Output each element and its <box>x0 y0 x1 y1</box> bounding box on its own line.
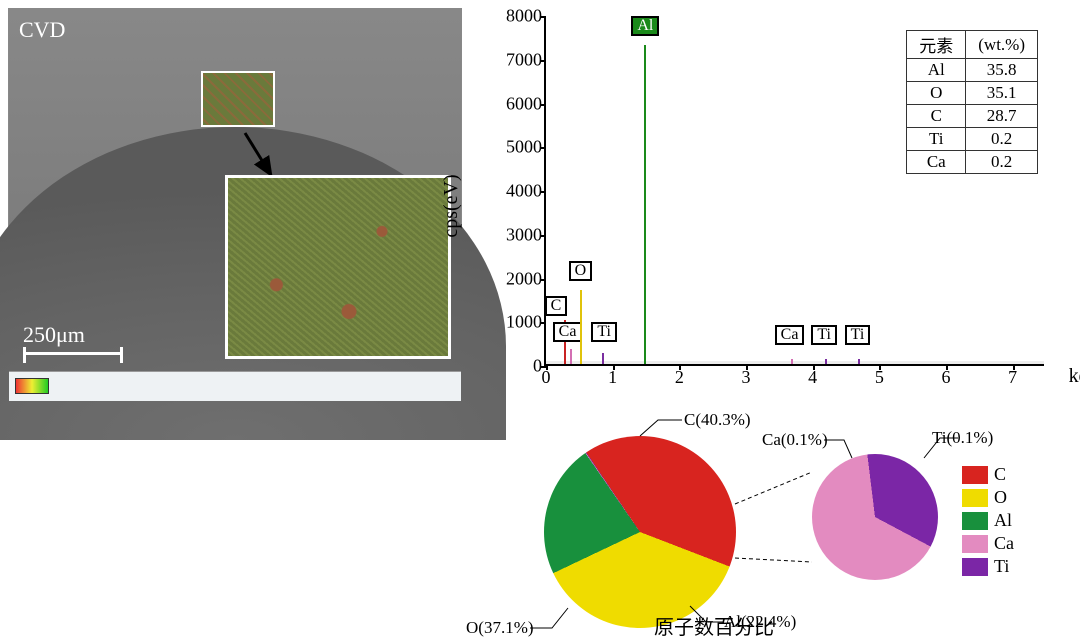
spectrum-xtick: 2 <box>675 367 684 388</box>
spectrum-ytick: 8000 <box>492 6 542 27</box>
spectrum-peak-ca <box>791 359 793 364</box>
spectrum-y-axis-label: cps(eV) <box>440 174 463 237</box>
sem-scale-bar: 250μm <box>23 322 123 355</box>
spectrum-xtick: 1 <box>608 367 617 388</box>
pie-label-c: C(40.3%) <box>684 410 751 430</box>
table-row: Ca0.2 <box>907 151 1038 174</box>
spectrum-xtick: 7 <box>1008 367 1017 388</box>
spectrum-peak-ca <box>570 349 572 364</box>
spectrum-peak-ti <box>858 359 860 364</box>
eds-spectrum-panel: cps(eV) keV 元素 (wt.%) Al35.8 O35.1 C28.7… <box>480 6 1070 406</box>
sem-footer <box>9 371 461 401</box>
spectrum-peak-label-o: O <box>569 261 593 281</box>
spectrum-peak-label-ti: Ti <box>591 322 617 342</box>
spectrum-peak-ti <box>825 359 827 364</box>
spectrum-ytick: 6000 <box>492 93 542 114</box>
sem-colormap-icon <box>15 378 49 394</box>
spectrum-xtick: 5 <box>875 367 884 388</box>
spectrum-ytick: 7000 <box>492 49 542 70</box>
table-row: C28.7 <box>907 105 1038 128</box>
spectrum-ytick: 2000 <box>492 268 542 289</box>
pie-label-ti: Ti(0.1%) <box>932 428 993 448</box>
spectrum-ytick: 0 <box>492 356 542 377</box>
pie-legend: C O Al Ca Ti <box>962 464 1014 579</box>
sem-roi-zoom <box>225 175 451 359</box>
spectrum-xtick: 3 <box>742 367 751 388</box>
legend-swatch-c <box>962 466 988 484</box>
table-row: Al35.8 <box>907 59 1038 82</box>
spectrum-peak-label-ti: Ti <box>811 325 837 345</box>
spectrum-peak-al <box>644 45 646 364</box>
legend-item: Al <box>962 510 1014 531</box>
pie-label-ca: Ca(0.1%) <box>762 430 828 450</box>
spectrum-x-unit: keV <box>1069 365 1080 388</box>
sem-image-panel: CVD 250μm <box>8 8 462 402</box>
composition-table: 元素 (wt.%) Al35.8 O35.1 C28.7 Ti0.2 Ca0.2 <box>906 30 1038 174</box>
table-row: O35.1 <box>907 82 1038 105</box>
sem-scale-text: 250μm <box>23 322 123 348</box>
spectrum-peak-label-c: C <box>545 296 568 316</box>
spectrum-peak-ti <box>602 353 604 364</box>
pie-caption: 原子数百分比 <box>654 611 774 640</box>
spectrum-peak-label-al: Al <box>631 16 659 36</box>
legend-swatch-ti <box>962 558 988 576</box>
spectrum-peak-label-ti: Ti <box>845 325 871 345</box>
sem-scale-bar-line <box>23 352 123 355</box>
spectrum-peak-o <box>580 290 582 364</box>
legend-swatch-ca <box>962 535 988 553</box>
spectrum-xtick: 6 <box>942 367 951 388</box>
legend-swatch-o <box>962 489 988 507</box>
legend-item: Ca <box>962 533 1014 554</box>
sem-technique-label: CVD <box>19 17 65 43</box>
legend-item: O <box>962 487 1014 508</box>
legend-item: Ti <box>962 556 1014 577</box>
legend-swatch-al <box>962 512 988 530</box>
spectrum-ytick: 4000 <box>492 181 542 202</box>
spectrum-peak-label-ca: Ca <box>775 325 805 345</box>
spectrum-xtick: 4 <box>808 367 817 388</box>
pie-chart-panel: C(40.3%) O(37.1%) Al(22.4%) Ca(0.1%) Ti(… <box>472 408 1072 638</box>
table-header-wtpct: (wt.%) <box>966 31 1038 59</box>
legend-item: C <box>962 464 1014 485</box>
spectrum-ytick: 1000 <box>492 312 542 333</box>
table-row: Ti0.2 <box>907 128 1038 151</box>
pie-label-o: O(37.1%) <box>466 618 534 638</box>
spectrum-xtick: 0 <box>542 367 551 388</box>
table-header-row: 元素 (wt.%) <box>907 31 1038 59</box>
spectrum-peak-label-ca: Ca <box>553 322 583 342</box>
spectrum-plot-area: keV 元素 (wt.%) Al35.8 O35.1 C28.7 Ti0.2 C… <box>544 16 1044 366</box>
table-header-element: 元素 <box>907 31 966 59</box>
sem-roi-small <box>201 71 275 127</box>
spectrum-ytick: 3000 <box>492 224 542 245</box>
spectrum-ytick: 5000 <box>492 137 542 158</box>
